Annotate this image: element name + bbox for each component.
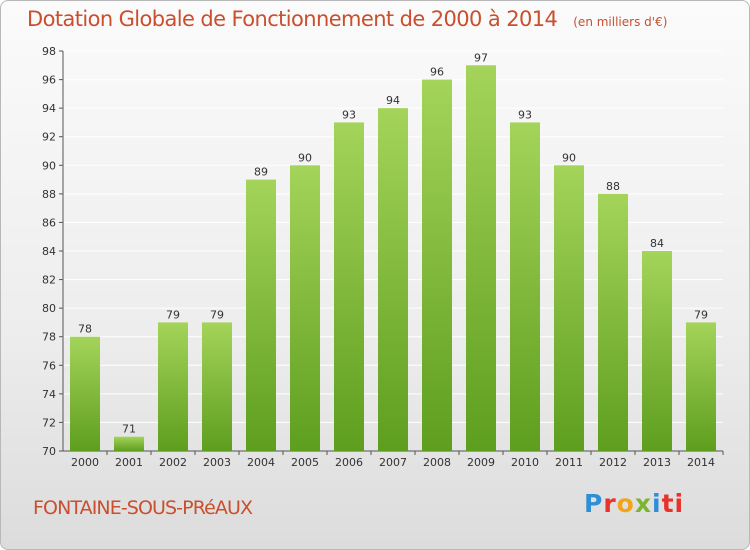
bar	[422, 79, 452, 452]
data-label: 71	[122, 423, 136, 436]
data-label: 90	[562, 151, 576, 164]
y-tick-label: 84	[42, 245, 56, 258]
data-label: 90	[298, 151, 312, 164]
y-tick-label: 96	[42, 74, 56, 87]
bar	[246, 179, 276, 452]
y-tick-label: 82	[42, 274, 56, 287]
x-tick-label: 2007	[379, 456, 407, 469]
data-label: 93	[518, 108, 532, 121]
x-tick-label: 2006	[335, 456, 363, 469]
y-tick-label: 80	[42, 302, 56, 315]
y-tick-label: 86	[42, 216, 56, 229]
data-label: 79	[210, 308, 224, 321]
bar	[378, 108, 408, 452]
y-tick-label: 72	[42, 416, 56, 429]
x-tick-label: 2005	[291, 456, 319, 469]
data-label: 88	[606, 180, 620, 193]
bar	[202, 322, 232, 451]
logo-letter: i	[652, 489, 662, 518]
x-tick-label: 2009	[467, 456, 495, 469]
bar	[466, 65, 496, 452]
x-tick-label: 2013	[643, 456, 671, 469]
y-tick-label: 76	[42, 359, 56, 372]
data-label: 93	[342, 108, 356, 121]
data-label: 96	[430, 66, 444, 79]
y-tick-label: 78	[42, 331, 56, 344]
data-label: 78	[78, 323, 92, 336]
data-label: 84	[650, 237, 664, 250]
x-tick-label: 2008	[423, 456, 451, 469]
y-tick-label: 92	[42, 131, 56, 144]
title-unit: (en milliers d'€)	[573, 15, 668, 29]
bar	[642, 251, 672, 451]
x-tick-label: 2001	[115, 456, 143, 469]
logo-letter: x	[634, 489, 652, 518]
bar	[510, 122, 540, 451]
y-tick-label: 88	[42, 188, 56, 201]
bar	[70, 336, 100, 451]
logo-letter: ti	[661, 489, 685, 518]
data-label: 79	[166, 308, 180, 321]
commune-name: FONTAINE-SOUS-PRéAUX	[33, 497, 253, 519]
x-tick-label: 2011	[555, 456, 583, 469]
data-label: 94	[386, 94, 400, 107]
bar	[554, 165, 584, 452]
x-tick-label: 2010	[511, 456, 539, 469]
chart-title: Dotation Globale de Fonctionnement de 20…	[27, 7, 667, 31]
y-tick-label: 90	[42, 159, 56, 172]
x-tick-label: 2004	[247, 456, 275, 469]
y-tick-label: 98	[42, 45, 56, 58]
y-tick-label: 94	[42, 102, 56, 115]
logo-letter: r	[603, 489, 617, 518]
bar	[114, 436, 144, 451]
proxiti-logo[interactable]: Proxiti	[584, 489, 684, 518]
x-tick-label: 2000	[71, 456, 99, 469]
logo-letter: P	[584, 489, 604, 518]
bar	[686, 322, 716, 451]
data-label: 89	[254, 166, 268, 179]
y-tick-label: 74	[42, 388, 56, 401]
bar	[290, 165, 320, 452]
bar	[158, 322, 188, 451]
x-tick-label: 2003	[203, 456, 231, 469]
bar	[598, 193, 628, 451]
x-tick-label: 2012	[599, 456, 627, 469]
bar	[334, 122, 364, 451]
title-text: Dotation Globale de Fonctionnement de 20…	[27, 7, 558, 31]
y-tick-label: 70	[42, 445, 56, 458]
data-label: 97	[474, 51, 488, 64]
x-tick-label: 2014	[687, 456, 715, 469]
x-tick-label: 2002	[159, 456, 187, 469]
logo-letter: o	[616, 489, 635, 518]
data-label: 79	[694, 308, 708, 321]
data-labels: 78 71 79 79 89 90 93 94 96 97 93 90 88 84 79	[78, 51, 708, 435]
bars	[70, 65, 716, 452]
